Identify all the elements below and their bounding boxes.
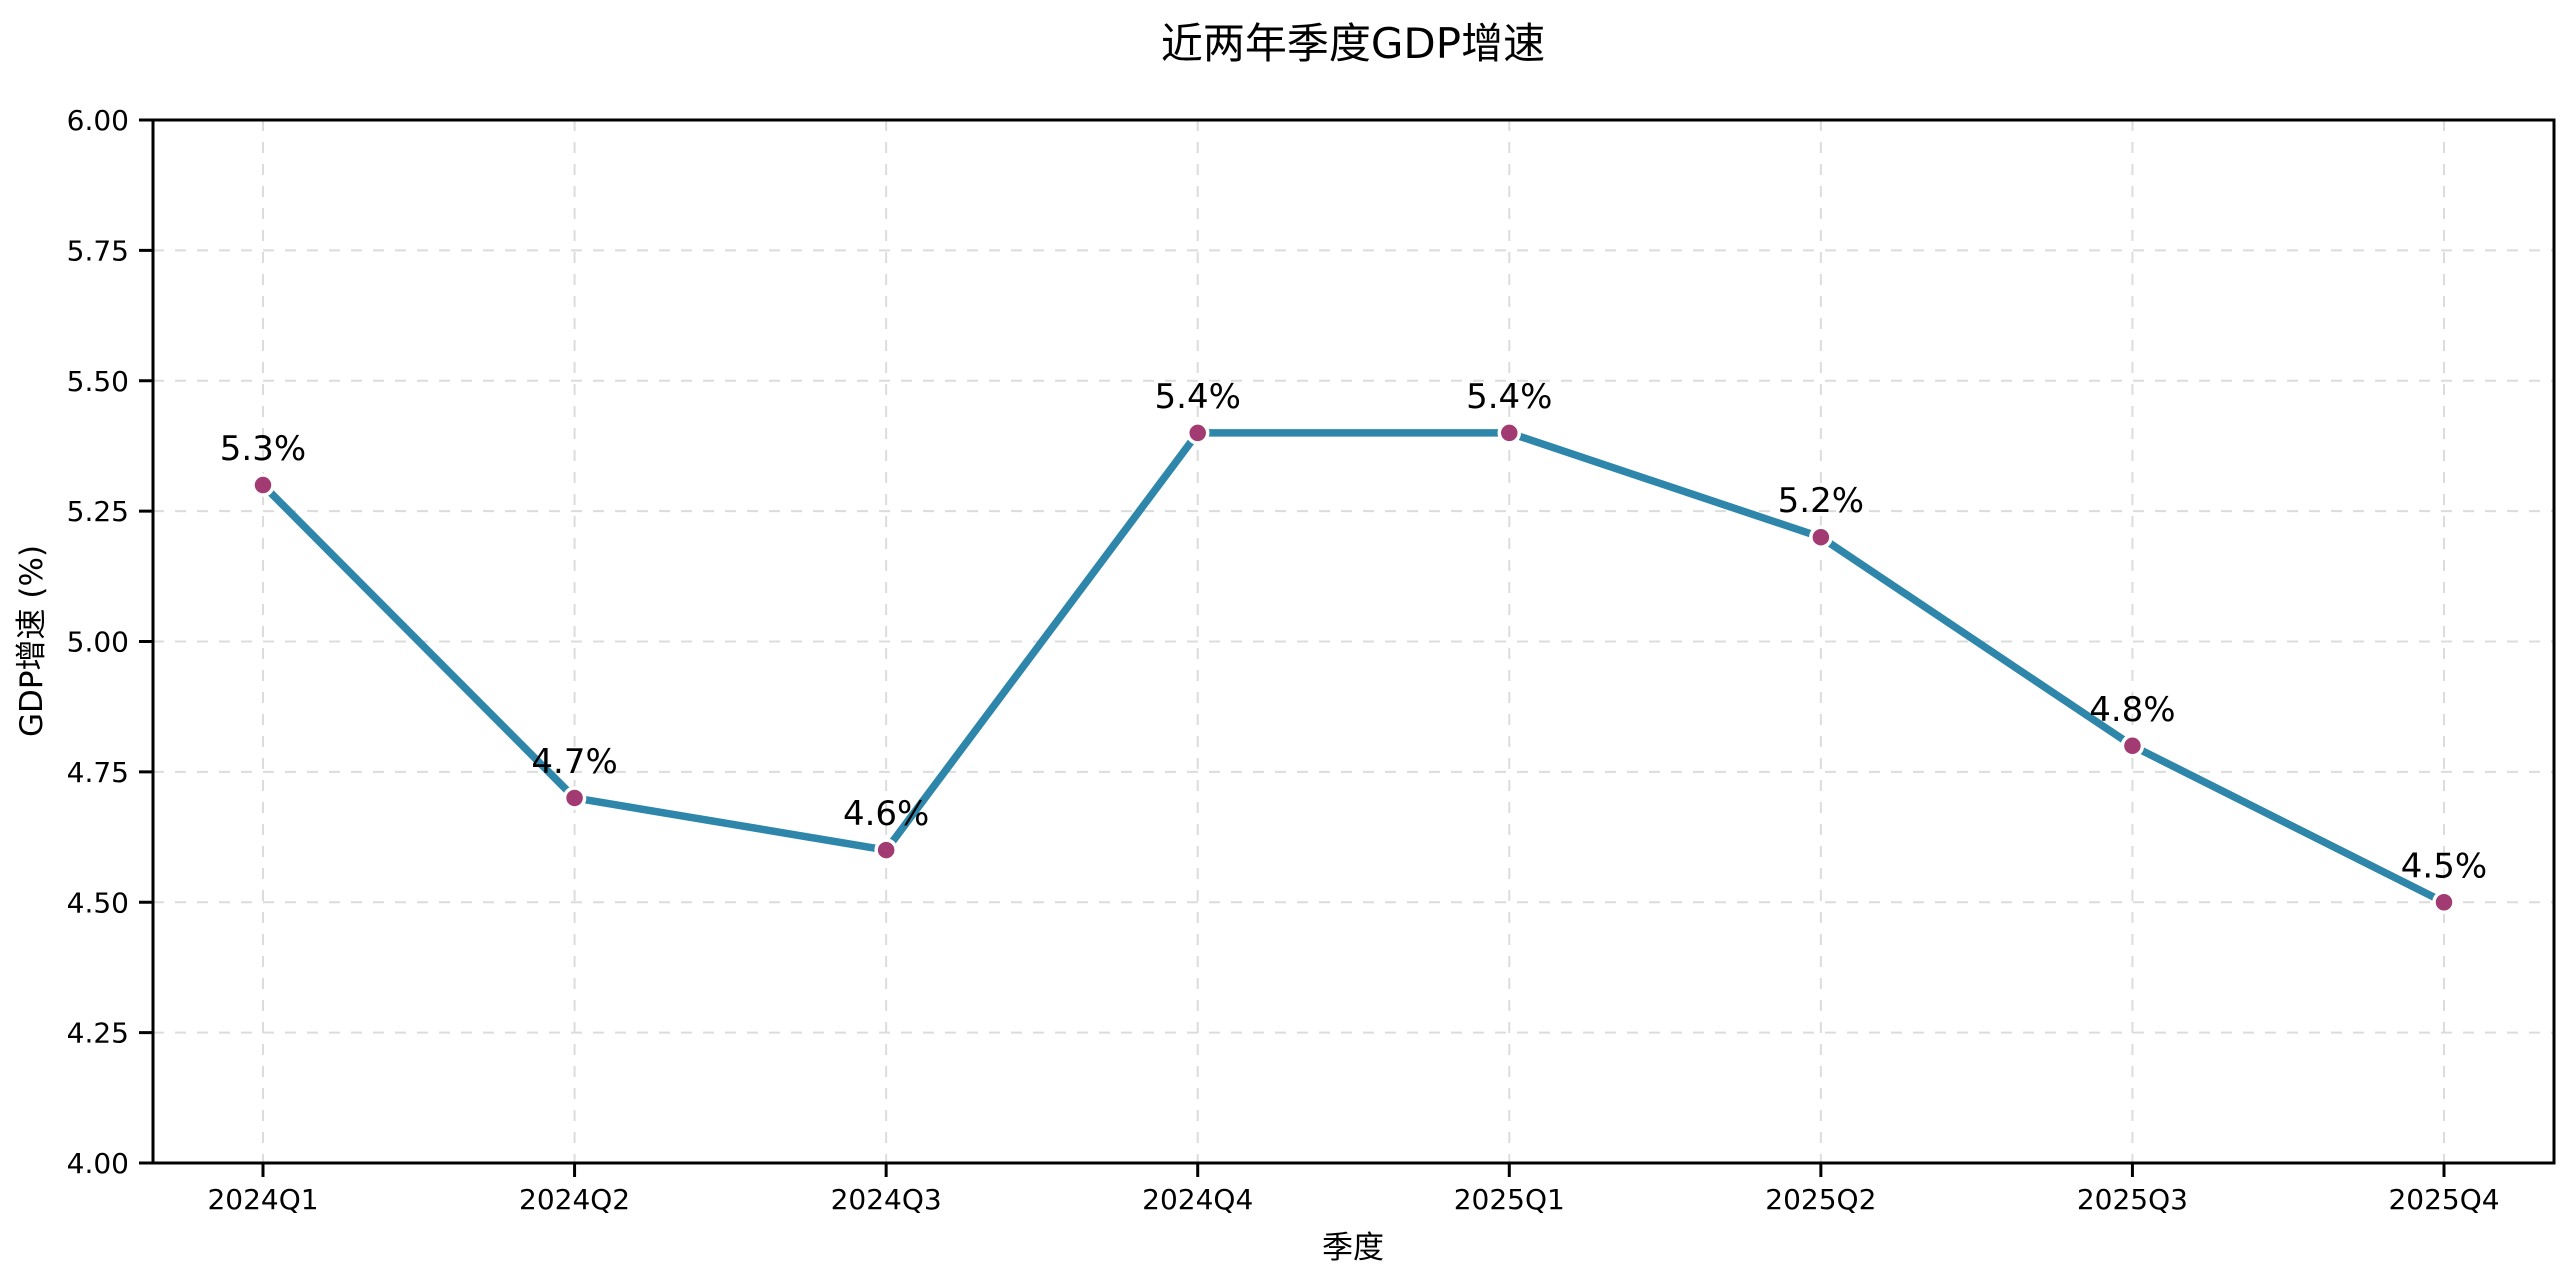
data-point-marker [251, 473, 275, 497]
grid-layer [153, 120, 2554, 1163]
x-tick-label: 2025Q1 [1454, 1183, 1565, 1216]
data-point-marker [1809, 525, 1833, 549]
data-point-label: 4.8% [2089, 690, 2175, 730]
data-point-label: 4.7% [531, 742, 617, 782]
x-axis-title: 季度 [1322, 1230, 1384, 1266]
y-tick-label: 5.00 [67, 626, 129, 659]
y-axis-title: GDP增速 (%) [14, 545, 50, 737]
data-point-marker [1185, 421, 1210, 445]
data-point-label: 5.3% [220, 429, 306, 469]
data-point-label: 5.4% [1466, 377, 1552, 417]
series-line [260, 429, 2446, 906]
series-layer [251, 421, 2456, 914]
y-tick-label: 4.50 [67, 886, 129, 919]
data-point-label: 4.6% [843, 794, 929, 834]
data-point-label: 5.2% [1778, 481, 1864, 521]
axis-layer: 4.00 4.25 4.50 4.75 5.00 5.25 5.50 5.75 6.00 2024… [67, 104, 2556, 1216]
label-layer: 5.3% 4.7% 4.6% 5.4% 5.4% 5.2% 4.8% 4.5% [220, 377, 2487, 886]
y-tick-label: 5.50 [67, 365, 129, 398]
data-point-marker [1497, 421, 1522, 445]
x-tick-label: 2025Q2 [1765, 1183, 1876, 1216]
x-tick-label: 2024Q1 [207, 1183, 318, 1216]
x-tick-label: 2024Q3 [831, 1183, 942, 1216]
y-tick-label: 4.00 [67, 1147, 129, 1180]
y-tick-label: 6.00 [67, 104, 129, 137]
data-point-label: 4.5% [2401, 846, 2487, 886]
x-tick-label: 2025Q3 [2077, 1183, 2188, 1216]
data-point-marker [562, 786, 587, 810]
chart-title: 近两年季度GDP增速 [1161, 19, 1545, 68]
y-tick-label: 5.75 [67, 234, 129, 267]
x-tick-label: 2024Q4 [1142, 1183, 1253, 1216]
x-tick-label: 2025Q4 [2388, 1183, 2499, 1216]
data-point-marker [2120, 734, 2145, 758]
y-tick-label: 5.25 [67, 495, 129, 528]
data-point-marker [874, 838, 898, 862]
y-tick-label: 4.25 [67, 1017, 129, 1050]
plot-border [151, 118, 2556, 1165]
x-tick-label: 2024Q2 [519, 1183, 630, 1216]
data-point-label: 5.4% [1155, 377, 1241, 417]
data-point-marker [2432, 890, 2456, 914]
y-tick-label: 4.75 [67, 756, 129, 789]
